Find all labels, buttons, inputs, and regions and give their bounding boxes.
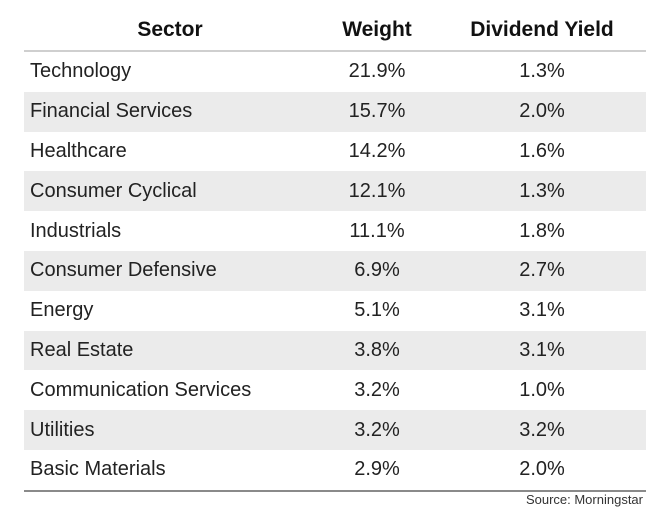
cell-dividend-yield: 2.7% [438, 250, 646, 291]
cell-weight: 3.2% [316, 410, 438, 450]
table-row: Financial Services 15.7% 2.0% [24, 91, 646, 132]
column-header-weight: Weight [316, 10, 438, 52]
cell-weight: 2.9% [316, 449, 438, 492]
cell-weight: 21.9% [348, 60, 406, 83]
cell-dividend-yield: 2.0% [438, 449, 646, 492]
cell-dividend-yield: 3.1% [519, 299, 565, 322]
cell-sector: Consumer Defensive [24, 250, 316, 291]
cell-dividend-yield: 3.1% [438, 330, 646, 371]
table-row: Energy 5.1% 3.1% [24, 291, 646, 331]
cell-dividend-yield: 1.8% [519, 219, 565, 242]
cell-weight: 15.7% [316, 91, 438, 132]
cell-weight: 12.1% [316, 171, 438, 212]
cell-sector: Industrials [30, 219, 122, 242]
cell-sector: Financial Services [24, 91, 316, 132]
cell-dividend-yield: 3.2% [438, 410, 646, 450]
source-note: Source: Morningstar [525, 492, 643, 507]
cell-weight: 5.1% [354, 299, 400, 322]
cell-sector: Healthcare [30, 139, 127, 162]
cell-dividend-yield: 2.0% [438, 91, 646, 132]
table-header-row: Sector Weight Dividend Yield [24, 10, 646, 52]
cell-weight: 3.2% [354, 378, 400, 401]
column-header-dividend-yield: Dividend Yield [438, 10, 646, 52]
table-row: Communication Services 3.2% 1.0% [24, 370, 646, 410]
column-header-sector: Sector [24, 10, 316, 52]
table-row: Consumer Defensive 6.9% 2.7% [24, 250, 646, 291]
cell-dividend-yield: 1.3% [519, 60, 565, 83]
table-body: Technology 21.9% 1.3% Financial Services 15.… [24, 51, 646, 492]
cell-weight: 14.2% [348, 139, 406, 162]
table-row: Real Estate 3.8% 3.1% [24, 330, 646, 371]
cell-sector: Technology [30, 60, 132, 83]
table-row: Industrials 11.1% 1.8% [24, 211, 646, 251]
cell-sector: Energy [30, 299, 94, 322]
table-row: Basic Materials 2.9% 2.0% [24, 449, 646, 492]
cell-sector: Utilities [24, 410, 316, 450]
sector-table: Sector Weight Dividend Yield Technology 2… [24, 10, 646, 492]
cell-weight: 3.8% [316, 330, 438, 371]
cell-sector: Communication Services [30, 378, 252, 401]
cell-sector: Basic Materials [24, 449, 316, 492]
cell-dividend-yield: 1.0% [519, 378, 565, 401]
cell-weight: 6.9% [316, 250, 438, 291]
table-row: Utilities 3.2% 3.2% [24, 410, 646, 450]
table-row: Consumer Cyclical 12.1% 1.3% [24, 171, 646, 212]
cell-sector: Real Estate [24, 330, 316, 371]
table-row: Technology 21.9% 1.3% [24, 51, 646, 92]
table-row: Healthcare 14.2% 1.6% [24, 132, 646, 172]
cell-dividend-yield: 1.3% [438, 171, 646, 212]
cell-weight: 11.1% [349, 219, 405, 242]
cell-sector: Consumer Cyclical [24, 171, 316, 212]
cell-dividend-yield: 1.6% [519, 139, 565, 162]
